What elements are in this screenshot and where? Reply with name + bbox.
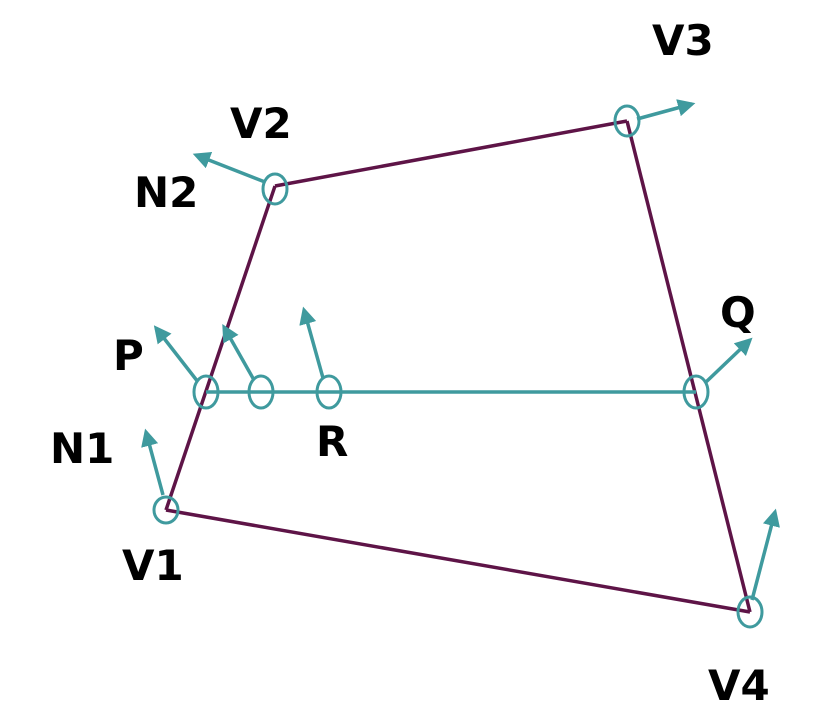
label-v2: V2 xyxy=(230,99,292,148)
point-markers xyxy=(152,104,764,629)
normal-arrow-p xyxy=(153,325,200,384)
vertex-marker-v1 xyxy=(152,495,180,525)
label-p: P xyxy=(113,331,144,380)
normal-arrow-v3 xyxy=(636,99,696,121)
label-r: R xyxy=(316,417,348,466)
edge-v1-v2 xyxy=(164,185,277,511)
edge-v4-v1 xyxy=(165,508,751,614)
normal-arrow-r xyxy=(299,306,325,379)
normal-arrow-edge-point xyxy=(222,323,256,381)
label-v1: V1 xyxy=(122,541,184,590)
label-v3: V3 xyxy=(652,16,714,65)
label-v4: V4 xyxy=(708,661,770,710)
point-marker-edge xyxy=(247,374,275,410)
normal-arrow-v4 xyxy=(750,508,780,601)
polygon-edges xyxy=(164,119,752,614)
labels: V1 V2 V3 V4 N1 N2 P Q R xyxy=(50,16,770,710)
label-n2: N2 xyxy=(134,168,198,217)
vertex-marker-v4 xyxy=(736,595,764,629)
normal-arrow-v2 xyxy=(192,151,266,184)
point-marker-q xyxy=(682,374,710,410)
vertex-marker-v2 xyxy=(261,172,289,206)
label-n1: N1 xyxy=(50,424,114,473)
label-q: Q xyxy=(720,288,756,337)
point-marker-p xyxy=(192,374,220,410)
normal-arrow-q xyxy=(704,337,753,384)
edge-v2-v3 xyxy=(274,119,628,188)
edge-v3-v4 xyxy=(625,120,752,613)
normal-arrows xyxy=(141,99,780,601)
point-marker-r xyxy=(315,374,343,410)
vertex-marker-v3 xyxy=(613,104,641,138)
normal-arrow-v1 xyxy=(141,428,165,496)
